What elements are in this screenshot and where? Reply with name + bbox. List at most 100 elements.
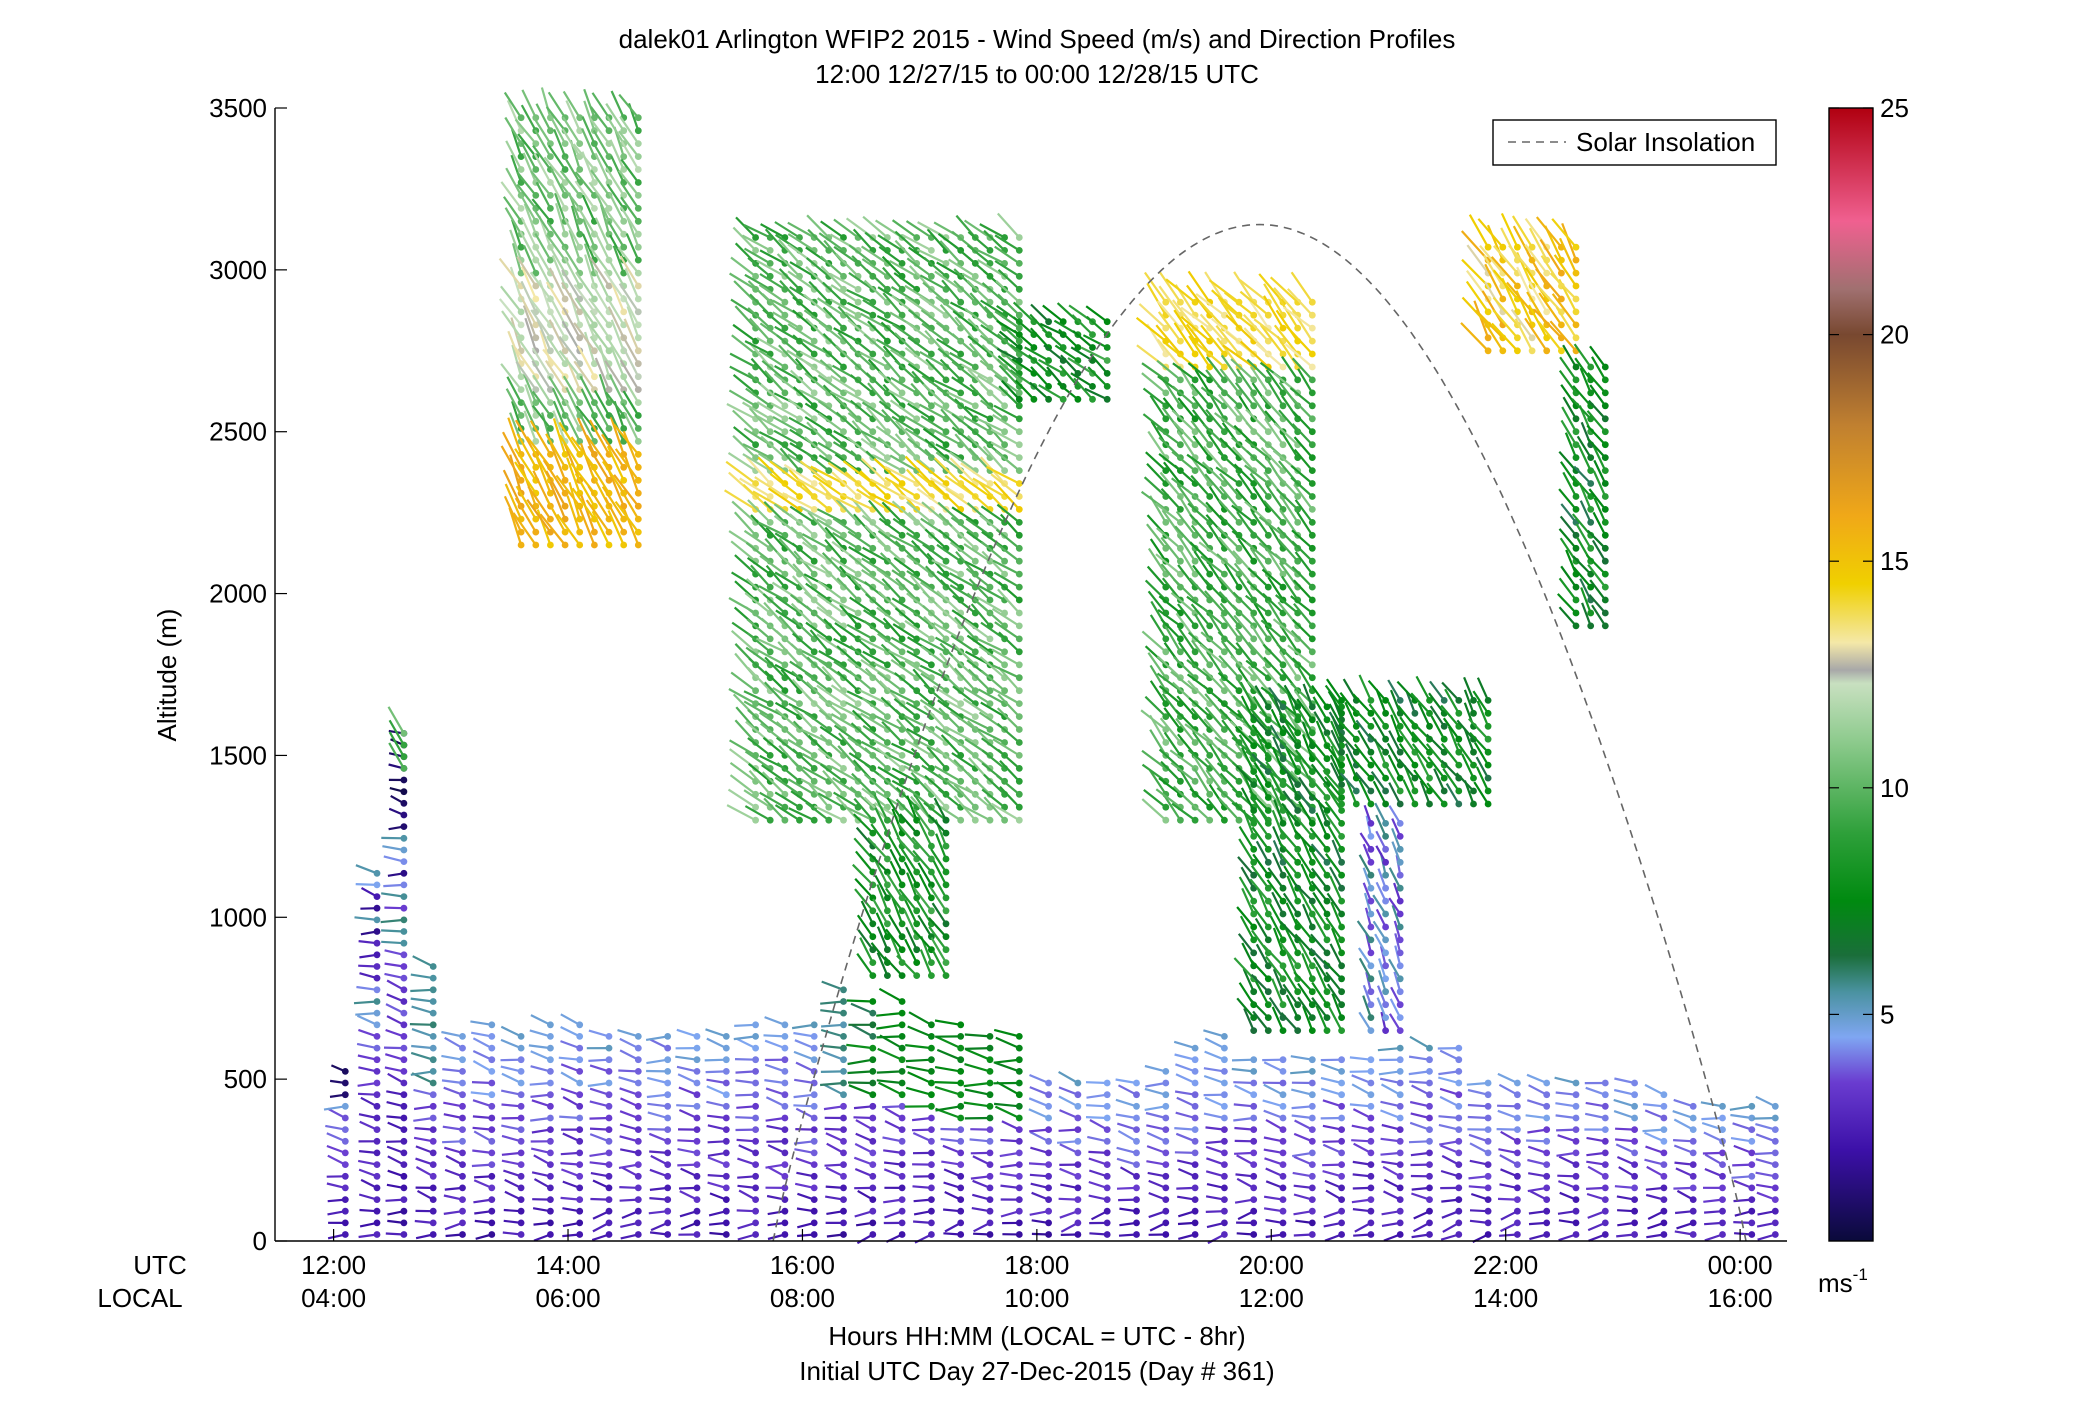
lower-wind-barb-dot: [1484, 1207, 1492, 1215]
lower-wind-barb-dot: [1308, 1126, 1316, 1133]
upper-wind-barb-dot: [942, 933, 950, 941]
lower-wind-barb-dot: [400, 1172, 408, 1180]
lower-wind-barb-dot: [1601, 1172, 1609, 1180]
lower-wind-barb-dot: [1103, 1161, 1111, 1168]
lower-wind-barb-dot: [576, 1149, 584, 1157]
lower-wind-barb-dot: [1748, 1137, 1756, 1145]
lower-wind-barb-dot: [1543, 1184, 1551, 1192]
upper-wind-barb-dot: [810, 350, 818, 358]
lower-wind-barb-shaft: [905, 1086, 932, 1096]
lower-wind-barb-dot: [1279, 1091, 1287, 1099]
lower-wind-barb-dot: [1689, 1219, 1697, 1227]
upper-wind-barb-dot: [986, 726, 994, 733]
upper-wind-barb-dot: [884, 946, 891, 954]
lower-wind-barb-dot: [341, 1079, 349, 1087]
lower-wind-barb-shaft: [411, 1005, 434, 1015]
lower-wind-barb-dot: [488, 1137, 496, 1145]
upper-wind-barb-dot: [634, 334, 642, 342]
lower-wind-barb-dot: [1514, 1172, 1521, 1180]
lower-wind-barb-dot: [400, 974, 408, 982]
lower-wind-barb-dot: [664, 1079, 672, 1087]
lower-wind-barb-dot: [1074, 1126, 1082, 1133]
lower-wind-barb-dot: [928, 1126, 935, 1133]
lower-wind-barb-shaft: [1231, 1067, 1254, 1073]
upper-wind-barb-dot: [928, 247, 935, 254]
lower-wind-barb-dot: [429, 1149, 437, 1157]
lower-wind-barb-dot: [429, 1231, 437, 1238]
lower-wind-barb-dot: [1514, 1079, 1521, 1087]
upper-wind-barb-dot: [928, 894, 935, 902]
lower-wind-barb-dot: [517, 1137, 525, 1145]
lower-wind-barb-dot: [781, 1033, 789, 1040]
lower-wind-barb-dot: [840, 986, 847, 994]
lower-wind-barb-dot: [1689, 1114, 1697, 1122]
lower-wind-barb-dot: [1572, 1091, 1580, 1099]
lower-wind-barb-dot: [693, 1137, 701, 1145]
upper-wind-barb-dot: [752, 441, 759, 449]
upper-wind-barb-dot: [1250, 519, 1258, 526]
lower-wind-barb-shaft: [820, 1028, 844, 1038]
lower-wind-barb-dot: [693, 1044, 701, 1052]
lower-wind-barb-shaft: [994, 1105, 1020, 1119]
lower-wind-barb-dot: [869, 1231, 877, 1238]
lower-wind-barb-dot: [957, 1056, 965, 1064]
lower-wind-barb-dot: [1426, 1231, 1433, 1238]
lower-wind-barb-dot: [986, 1207, 994, 1215]
upper-wind-barb-dot: [913, 493, 921, 500]
lower-wind-barb-dot: [605, 1114, 613, 1122]
lower-wind-barb-dot: [1543, 1161, 1551, 1168]
lower-wind-barb-dot: [1103, 1207, 1111, 1215]
upper-wind-barb-dot: [1089, 395, 1096, 403]
lower-wind-barb-shaft: [736, 1037, 757, 1050]
lower-wind-barb-dot: [1748, 1161, 1756, 1168]
lower-wind-barb-dot: [1133, 1219, 1140, 1227]
lower-wind-barb-shaft: [1349, 1056, 1372, 1061]
lower-wind-barb-dot: [1015, 1102, 1023, 1110]
lower-wind-barb-shaft: [353, 1000, 378, 1005]
lower-wind-barb-dot: [1748, 1219, 1756, 1227]
lower-wind-barb-dot: [1367, 1068, 1375, 1075]
lower-wind-barb-dot: [1074, 1161, 1082, 1168]
upper-wind-barb-dot: [913, 946, 921, 954]
lower-wind-barb-shaft: [964, 1033, 991, 1038]
lower-wind-barb-dot: [634, 1126, 642, 1133]
upper-wind-barb-dot: [1206, 752, 1214, 759]
lower-wind-barb-dot: [928, 1137, 935, 1145]
lower-wind-barb-shaft: [1466, 1081, 1489, 1086]
lower-wind-barb-dot: [400, 1056, 408, 1064]
lower-wind-barb-dot: [1045, 1207, 1052, 1215]
lower-wind-barb-dot: [1191, 1079, 1199, 1087]
lower-wind-barb-dot: [429, 1161, 437, 1168]
lower-wind-barb-dot: [1103, 1114, 1111, 1122]
lower-wind-barb-dot: [928, 1102, 935, 1110]
lower-wind-barb-dot: [373, 974, 381, 982]
lower-wind-barb-dot: [373, 916, 381, 924]
lower-wind-barb-dot: [1015, 1091, 1023, 1099]
lower-wind-barb-dot: [373, 928, 381, 935]
lower-wind-barb-dot: [1748, 1172, 1756, 1180]
lower-wind-barb-dot: [928, 1091, 935, 1099]
lower-wind-barb-shaft: [587, 1081, 610, 1088]
lower-wind-barb-shaft: [1085, 1116, 1108, 1120]
upper-wind-barb-dot: [634, 153, 642, 161]
lower-wind-barb-dot: [634, 1068, 642, 1075]
lower-wind-barb-dot: [517, 1184, 525, 1192]
lower-wind-barb-dot: [1015, 1137, 1023, 1145]
lower-wind-barb-dot: [1572, 1231, 1580, 1238]
upper-wind-barb-dot: [884, 661, 891, 669]
lower-wind-barb-dot: [1543, 1172, 1551, 1180]
upper-wind-barb-dot: [986, 247, 994, 254]
lower-wind-barb-dot: [1191, 1091, 1199, 1099]
upper-wind-barb-dot: [854, 700, 862, 707]
lower-wind-barb-dot: [1719, 1161, 1726, 1168]
lower-wind-barb-dot: [373, 998, 381, 1005]
lower-wind-barb-dot: [1484, 1184, 1492, 1192]
lower-wind-barb-dot: [634, 1114, 642, 1122]
lower-wind-barb-dot: [1748, 1102, 1756, 1110]
upper-wind-barb-dot: [547, 347, 554, 355]
lower-wind-barb-dot: [488, 1114, 496, 1122]
lower-wind-barb-dot: [1660, 1137, 1668, 1145]
lower-wind-barb-dot: [576, 1079, 584, 1087]
lower-wind-barb-shaft: [993, 1028, 1020, 1038]
lower-wind-barb-dot: [400, 1149, 408, 1157]
